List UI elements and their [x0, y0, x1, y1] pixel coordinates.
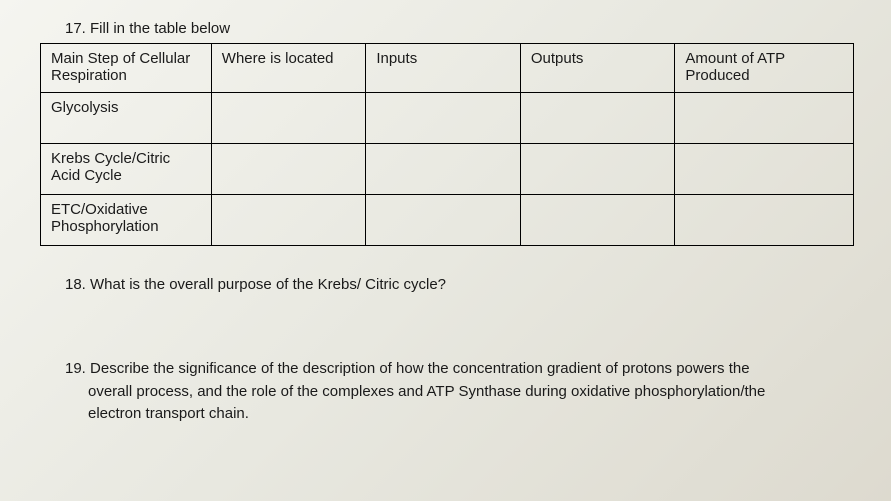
header-main-step: Main Step of Cellular Respiration — [41, 44, 212, 93]
cell-outputs[interactable] — [520, 93, 675, 144]
cell-outputs[interactable] — [520, 144, 675, 195]
header-location: Where is located — [211, 44, 366, 93]
cell-location[interactable] — [211, 195, 366, 246]
q19-line3: electron transport chain. — [30, 403, 861, 426]
header-inputs: Inputs — [366, 44, 521, 93]
cell-inputs[interactable] — [366, 144, 521, 195]
q17-prompt: 17. Fill in the table below — [30, 20, 861, 37]
table-header-row: Main Step of Cellular Respiration Where … — [41, 44, 854, 93]
table-row: Glycolysis — [41, 93, 854, 144]
q18-text: 18. What is the overall purpose of the K… — [30, 276, 861, 293]
q19-line1: 19. Describe the significance of the des… — [30, 358, 861, 381]
table-row: ETC/Oxidative Phosphorylation — [41, 195, 854, 246]
row-label-etc: ETC/Oxidative Phosphorylation — [41, 195, 212, 246]
cell-outputs[interactable] — [520, 195, 675, 246]
q19-line2: overall process, and the role of the com… — [30, 381, 861, 404]
header-outputs: Outputs — [520, 44, 675, 93]
respiration-table: Main Step of Cellular Respiration Where … — [40, 43, 854, 246]
cell-atp[interactable] — [675, 144, 854, 195]
row-label-glycolysis: Glycolysis — [41, 93, 212, 144]
cell-location[interactable] — [211, 144, 366, 195]
header-atp: Amount of ATP Produced — [675, 44, 854, 93]
cell-inputs[interactable] — [366, 93, 521, 144]
cell-atp[interactable] — [675, 93, 854, 144]
cell-inputs[interactable] — [366, 195, 521, 246]
row-label-krebs: Krebs Cycle/Citric Acid Cycle — [41, 144, 212, 195]
table-row: Krebs Cycle/Citric Acid Cycle — [41, 144, 854, 195]
cell-atp[interactable] — [675, 195, 854, 246]
cell-location[interactable] — [211, 93, 366, 144]
